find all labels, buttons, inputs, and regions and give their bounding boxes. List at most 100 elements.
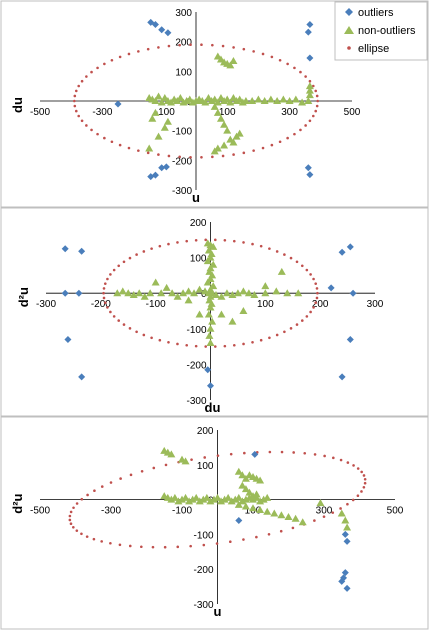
non-outlier-point bbox=[170, 493, 179, 501]
y-tick-label: 0 bbox=[201, 289, 207, 300]
outlier-point bbox=[75, 289, 83, 297]
non-outlier-point bbox=[151, 97, 160, 104]
outlier-point bbox=[338, 248, 346, 256]
non-outlier-point bbox=[213, 108, 222, 116]
non-outlier-point bbox=[273, 97, 282, 104]
non-outlier-point bbox=[250, 290, 259, 298]
non-outlier-point bbox=[173, 292, 182, 300]
ellipse-dot bbox=[152, 466, 156, 470]
ellipse-dot bbox=[216, 454, 220, 457]
ellipse-dot bbox=[118, 55, 122, 59]
ellipse-dot bbox=[305, 268, 309, 272]
ellipse-dot bbox=[252, 50, 255, 53]
ellipse-dot bbox=[356, 467, 360, 470]
ellipse-dot bbox=[194, 344, 198, 348]
ellipse-dot bbox=[122, 323, 126, 326]
legend-outliers-label: outliers bbox=[358, 7, 394, 19]
non-outlier-point bbox=[203, 278, 212, 286]
non-outlier-point bbox=[270, 509, 279, 517]
ellipse-dot bbox=[189, 43, 192, 46]
ellipse-dot bbox=[202, 543, 206, 547]
ellipse-dot bbox=[194, 238, 198, 242]
ellipse-dot bbox=[135, 253, 138, 256]
non-outlier-point bbox=[184, 296, 193, 304]
ellipse-dot bbox=[268, 336, 271, 340]
ellipse-dot bbox=[86, 493, 89, 497]
non-outlier-point bbox=[245, 488, 254, 496]
non-outlier-point bbox=[176, 94, 185, 102]
ellipse-dot bbox=[167, 44, 171, 48]
ellipse-dot bbox=[68, 518, 72, 522]
ellipse-dot bbox=[118, 143, 122, 147]
non-outlier-point bbox=[238, 471, 247, 479]
ellipse-dot bbox=[80, 497, 84, 501]
non-outlier-point bbox=[118, 287, 127, 295]
non-outlier-point bbox=[256, 506, 265, 514]
outlier-point bbox=[327, 284, 335, 292]
non-outlier-point bbox=[233, 289, 242, 297]
non-outlier-point bbox=[277, 511, 286, 519]
non-outlier-point bbox=[217, 310, 226, 318]
non-outlier-point bbox=[343, 523, 352, 531]
x-tick-label: 200 bbox=[312, 299, 329, 310]
non-outlier-point bbox=[157, 289, 166, 297]
ellipse-dot bbox=[242, 47, 246, 51]
ellipse-dot bbox=[232, 153, 235, 156]
non-outlier-point bbox=[179, 289, 188, 297]
ellipse-dot bbox=[232, 239, 236, 243]
non-outlier-point bbox=[135, 289, 144, 297]
non-outlier-point bbox=[304, 97, 313, 104]
ellipse-dot bbox=[102, 287, 106, 290]
plots-layer: -500-300-1001003005003002001000-100-200-… bbox=[10, 8, 404, 619]
non-outlier-point bbox=[184, 287, 193, 295]
non-outlier-point bbox=[291, 95, 300, 103]
ellipse-dot bbox=[251, 341, 254, 344]
outlier-point bbox=[346, 335, 354, 343]
panel-3-frame bbox=[0, 416, 429, 630]
ellipse-dot bbox=[300, 319, 304, 322]
ellipse-dot bbox=[315, 94, 319, 98]
ellipse-dot bbox=[167, 242, 170, 246]
ellipse-dot bbox=[109, 273, 112, 276]
ellipse-dot bbox=[127, 52, 131, 56]
x-tick-label: -100 bbox=[172, 506, 192, 517]
ellipse-dot bbox=[103, 136, 106, 140]
ellipse-dot bbox=[110, 58, 114, 62]
ellipse-dot bbox=[303, 451, 307, 455]
non-outlier-point bbox=[213, 98, 222, 106]
chart-panel-1: -500-300-1001003005003002001000-100-200-… bbox=[10, 8, 361, 205]
ellipse-dot bbox=[146, 151, 150, 155]
ellipse-dot bbox=[362, 485, 366, 489]
ellipse-dot bbox=[75, 529, 79, 532]
chart-panel-2: -300 -200 -100 100 200 300 200 100 0 -100 -200 -300… bbox=[16, 218, 384, 415]
y-tick-label: -100 bbox=[172, 127, 192, 138]
ellipse-dot bbox=[299, 128, 302, 132]
non-outlier-point bbox=[305, 91, 314, 99]
outlier-point bbox=[341, 530, 349, 538]
ellipse-dot bbox=[259, 338, 263, 342]
ellipse-dot bbox=[243, 451, 246, 455]
ellipse-dot bbox=[232, 343, 236, 347]
ellipse-dot bbox=[146, 47, 150, 51]
x-axis-label: u bbox=[192, 190, 200, 205]
ellipse-dot bbox=[106, 277, 109, 281]
ellipse-dot bbox=[223, 344, 227, 348]
outlier-point bbox=[151, 171, 159, 179]
non-outlier-point bbox=[241, 485, 250, 493]
ellipse-dot bbox=[185, 239, 189, 243]
x-tick-label: 100 bbox=[219, 107, 236, 118]
x-axis-label: du bbox=[205, 400, 221, 415]
non-outlier-point bbox=[211, 290, 220, 298]
ellipse-dot bbox=[200, 43, 203, 46]
ellipse-dot bbox=[80, 79, 84, 83]
ellipse-dot bbox=[72, 506, 75, 510]
ellipse-dot bbox=[157, 153, 160, 156]
non-outlier-point bbox=[283, 289, 292, 297]
ellipse-dot bbox=[242, 151, 246, 155]
ellipse-dot bbox=[278, 58, 282, 62]
non-outlier-point bbox=[291, 514, 300, 522]
chart-panel-3: -500-300-1001003005002001000-100-200-300… bbox=[10, 426, 404, 619]
outlier-point bbox=[151, 20, 159, 28]
non-outlier-point bbox=[252, 490, 261, 498]
